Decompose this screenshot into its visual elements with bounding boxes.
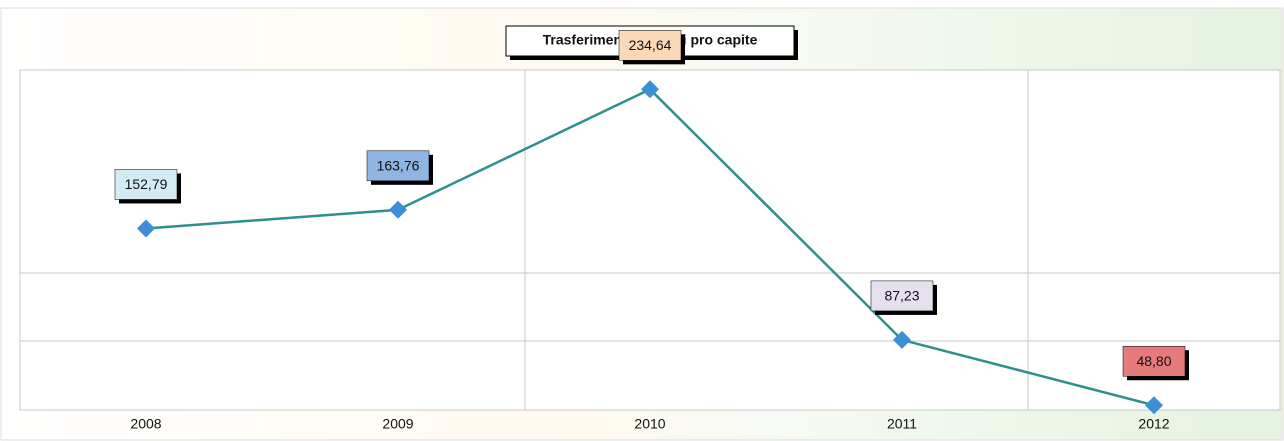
x-tick-label: 2012 <box>1138 416 1169 432</box>
x-tick-label: 2011 <box>887 416 917 432</box>
plot-area <box>20 70 1280 410</box>
marker <box>893 330 911 349</box>
marker <box>641 80 659 99</box>
label-box <box>1122 345 1186 377</box>
label-box <box>366 150 430 182</box>
data-label: 152,79 <box>125 176 168 192</box>
label-box <box>114 169 178 200</box>
label-box <box>870 280 934 312</box>
marker <box>389 200 407 219</box>
data-label: 48,80 <box>1136 353 1171 369</box>
x-tick-label: 2010 <box>634 416 665 432</box>
data-label: 87,23 <box>884 288 919 304</box>
x-tick-label: 2008 <box>130 416 161 432</box>
data-label: 234,64 <box>629 37 672 53</box>
grid <box>19 69 1281 411</box>
data-label: 163,76 <box>377 158 420 174</box>
marker <box>1145 396 1163 415</box>
label-box <box>618 30 682 61</box>
x-tick-label: 2009 <box>382 416 413 432</box>
marker <box>137 219 155 238</box>
